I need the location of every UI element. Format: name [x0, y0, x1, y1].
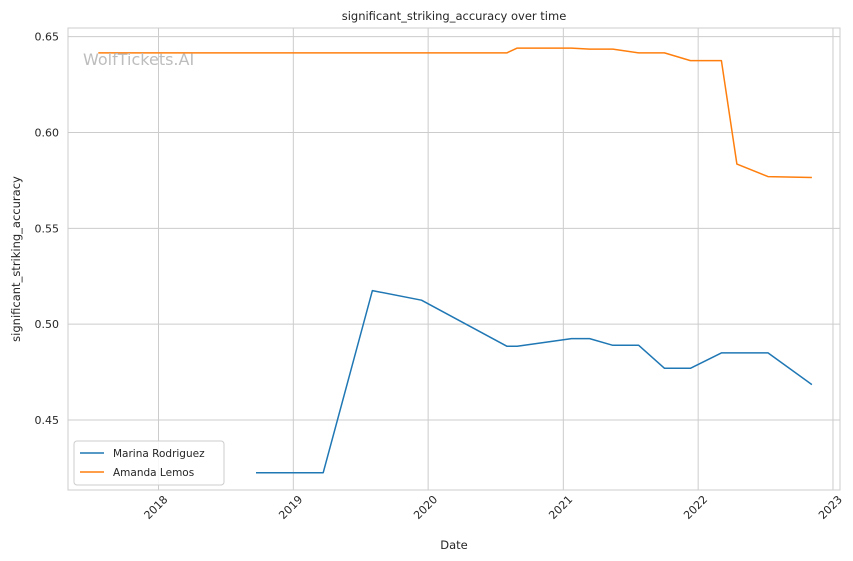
x-tick-label: 2020 — [411, 493, 440, 522]
x-tick-label: 2023 — [816, 493, 845, 522]
x-tick-label: 2022 — [681, 493, 710, 522]
legend-label-marina-rodriguez: Marina Rodriguez — [113, 448, 205, 460]
grid — [68, 28, 840, 490]
y-tick-labels: 0.45 0.50 0.55 0.60 0.65 — [35, 31, 60, 427]
x-axis-label: Date — [440, 538, 468, 552]
y-tick-label: 0.65 — [35, 31, 60, 44]
series-line-marina-rodriguez — [256, 289, 813, 474]
y-tick-label: 0.60 — [35, 126, 60, 139]
x-tick-labels: 2018 2019 2020 2021 2022 2023 — [142, 493, 845, 522]
x-tick-label: 2021 — [546, 493, 575, 522]
series-line-amanda-lemos — [98, 47, 812, 179]
y-tick-label: 0.45 — [35, 414, 60, 427]
legend-box — [73, 440, 225, 486]
y-tick-label: 0.50 — [35, 318, 60, 331]
legend-label-amanda-lemos: Amanda Lemos — [113, 467, 194, 479]
plot-area — [67, 27, 841, 491]
chart-title: significant_striking_accuracy over time — [342, 9, 567, 23]
x-tick-label: 2019 — [276, 493, 305, 522]
series-layer — [98, 47, 813, 474]
legend: Marina Rodriguez Amanda Lemos — [73, 440, 225, 486]
x-tick-label: 2018 — [142, 493, 171, 522]
y-tick-label: 0.55 — [35, 222, 60, 235]
watermark: WolfTickets.AI — [83, 50, 194, 69]
y-axis-label: significant_striking_accuracy — [9, 176, 23, 342]
